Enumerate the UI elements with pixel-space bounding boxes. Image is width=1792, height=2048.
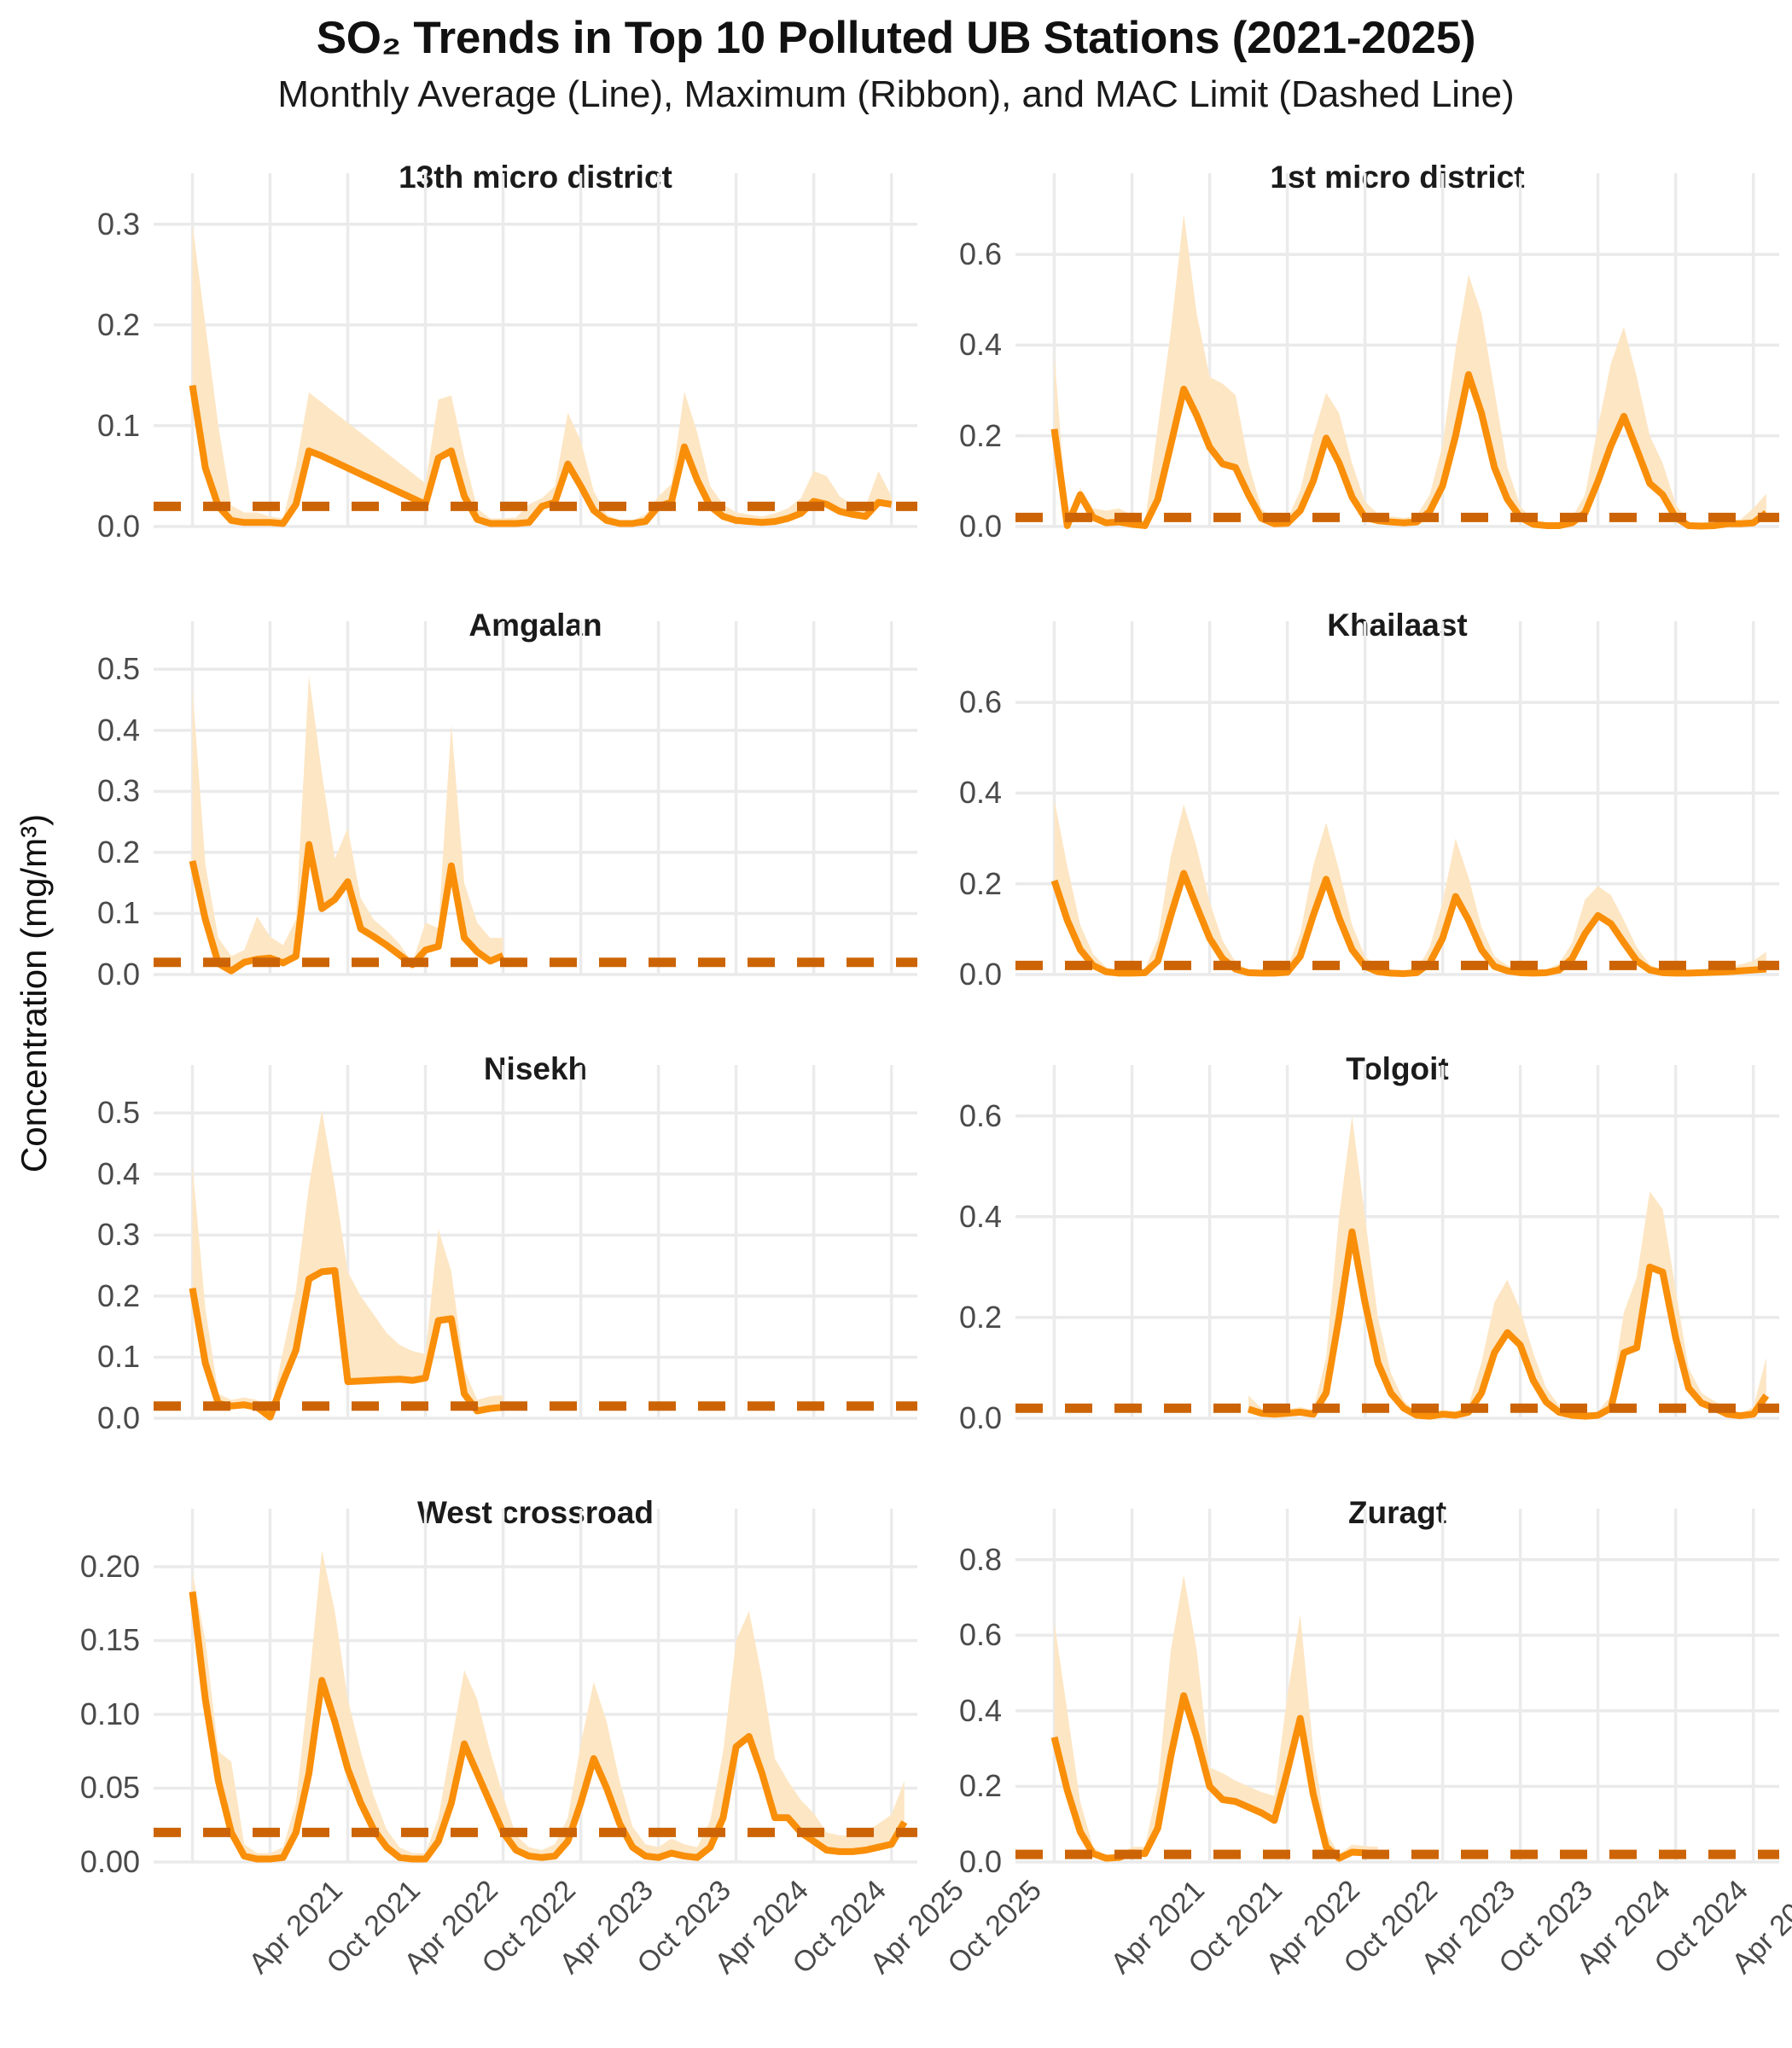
subplot-title: Zuragt	[1347, 1495, 1447, 1530]
plot-area: 0.00 0.05 0.10 0.15 0.20 Apr 2021 Oct 2021 Apr …	[80, 1509, 1048, 1980]
series-canvas	[1015, 1065, 1779, 1420]
series-canvas	[154, 1509, 917, 1864]
plot-area: 0.0 0.1 0.2 0.3 0.4 0.5	[97, 1065, 917, 1435]
plot-background	[1015, 1545, 1779, 1862]
y-tick-label: 0.6	[958, 1097, 1002, 1133]
subplot-tolgoit: Tolgoit 0.0 0.2 0.4 0.6	[959, 1051, 1779, 1435]
y-tick-label: 0.1	[96, 895, 140, 931]
y-tick-label: 0.05	[79, 1770, 140, 1806]
plot-area: 0.0 0.2 0.4 0.6 0.8 Apr 2021 Oct 2021 Apr 2022 O…	[959, 1509, 1792, 1980]
y-tick-label: 0.4	[958, 1692, 1002, 1728]
y-tick-label: 0.4	[96, 1155, 140, 1191]
average-line	[1050, 370, 1769, 530]
plot-background	[1015, 657, 1779, 975]
y-tick-label: 0.4	[958, 1198, 1002, 1234]
max-ribbon	[192, 224, 892, 524]
subplot-title: West crossroad	[417, 1495, 654, 1530]
y-tick-label: 0.00	[79, 1844, 140, 1879]
series-canvas	[1015, 621, 1779, 977]
y-tick-label: 0.0	[958, 1844, 1002, 1879]
plot-background	[154, 209, 917, 527]
plot-background	[154, 657, 917, 975]
subplot-title: Nisekh	[483, 1051, 588, 1086]
plot-area: 0.0 0.1 0.2 0.3	[97, 173, 917, 544]
y-tick-label: 0.2	[96, 306, 140, 342]
average-line	[189, 385, 893, 527]
y-tick-label: 0.6	[958, 1617, 1002, 1653]
y-tick-label: 0.0	[96, 509, 140, 544]
average-line	[189, 1266, 503, 1421]
y-tick-label: 0.0	[958, 509, 1002, 544]
subplot-title: Tolgoit	[1346, 1051, 1449, 1086]
max-ribbon	[1054, 1574, 1378, 1859]
y-tick-label: 0.5	[96, 651, 140, 687]
max-ribbon	[1054, 213, 1766, 527]
y-tick-label: 0.1	[96, 1339, 140, 1375]
y-tick-label: 0.20	[79, 1548, 140, 1584]
y-tick-label: 0.6	[958, 684, 1002, 720]
y-tick-label: 0.0	[958, 1400, 1002, 1435]
y-tick-label: 0.2	[958, 1299, 1002, 1335]
subplot-west-crossroad: West crossroad 0.00 0.05 0.10 0.15 0.20 Apr 20…	[80, 1495, 1048, 1980]
average-line	[1247, 1228, 1770, 1420]
subplot-title: 13th micro district	[399, 160, 672, 195]
y-tick-label: 0.5	[96, 1095, 140, 1131]
y-tick-label: 0.2	[958, 865, 1002, 901]
y-tick-label: 0.15	[79, 1622, 140, 1658]
series-canvas	[1015, 1509, 1779, 1864]
y-tick-label: 0.0	[96, 1400, 140, 1435]
plot-area: 0.0 0.2 0.4 0.6	[959, 173, 1779, 544]
subplot-title: Khailaast	[1327, 608, 1468, 643]
subplot-nisekh: Nisekh 0.0 0.1 0.2 0.3 0.4 0.5	[97, 1051, 917, 1435]
plot-area: 0.0 0.2 0.4 0.6	[959, 621, 1779, 992]
average-line	[189, 1591, 908, 1863]
y-tick-label: 0.10	[79, 1696, 140, 1731]
y-tick-label: 0.8	[958, 1541, 1002, 1577]
subplot-title: 1st micro district	[1270, 160, 1525, 195]
figure-subtitle: Monthly Average (Line), Maximum (Ribbon)…	[277, 73, 1515, 115]
subplot-amgalan: Amgalan 0.0 0.1 0.2 0.3 0.4 0.5	[97, 608, 917, 992]
series-canvas	[1015, 173, 1779, 530]
y-tick-label: 0.3	[96, 1217, 140, 1253]
y-tick-label: 0.2	[96, 834, 140, 870]
y-axis-label: Concentration (mg/m³)	[14, 813, 54, 1173]
max-ribbon	[1054, 800, 1766, 974]
subplot-khailaast: Khailaast 0.0 0.2 0.4 0.6	[959, 608, 1779, 992]
y-tick-label: 0.3	[96, 206, 140, 241]
average-line	[1050, 1692, 1379, 1862]
average-line	[189, 841, 505, 975]
series-canvas	[154, 1065, 917, 1421]
y-tick-label: 0.4	[96, 712, 140, 748]
subplot-1st-micro-district: 1st micro district 0.0 0.2 0.4 0.6	[959, 160, 1779, 544]
max-ribbon	[1248, 1115, 1766, 1417]
y-tick-label: 0.6	[958, 236, 1002, 272]
y-tick-label: 0.3	[96, 773, 140, 809]
y-tick-label: 0.1	[96, 407, 140, 443]
y-tick-label: 0.0	[96, 957, 140, 992]
subplot-zuragt: Zuragt 0.0 0.2 0.4 0.6 0.8 Apr 2021 Oct 2021 Apr…	[959, 1495, 1792, 1980]
y-tick-label: 0.4	[958, 327, 1002, 363]
y-tick-label: 0.2	[96, 1277, 140, 1313]
average-line	[1050, 870, 1767, 977]
series-canvas	[154, 173, 917, 528]
figure-title: SO₂ Trends in Top 10 Polluted UB Station…	[316, 13, 1476, 63]
subplot-13th-micro-district: 13th micro district 0.0 0.1 0.2 0.3	[97, 160, 917, 544]
y-tick-label: 0.2	[958, 417, 1002, 453]
y-tick-label: 0.0	[958, 957, 1002, 992]
series-canvas	[154, 621, 917, 976]
plot-area: 0.0 0.2 0.4 0.6	[959, 1065, 1779, 1435]
plot-area: 0.0 0.1 0.2 0.3 0.4 0.5	[97, 621, 917, 992]
subplot-title: Amgalan	[468, 608, 602, 643]
y-tick-label: 0.4	[958, 775, 1002, 811]
y-tick-label: 0.2	[958, 1768, 1002, 1804]
